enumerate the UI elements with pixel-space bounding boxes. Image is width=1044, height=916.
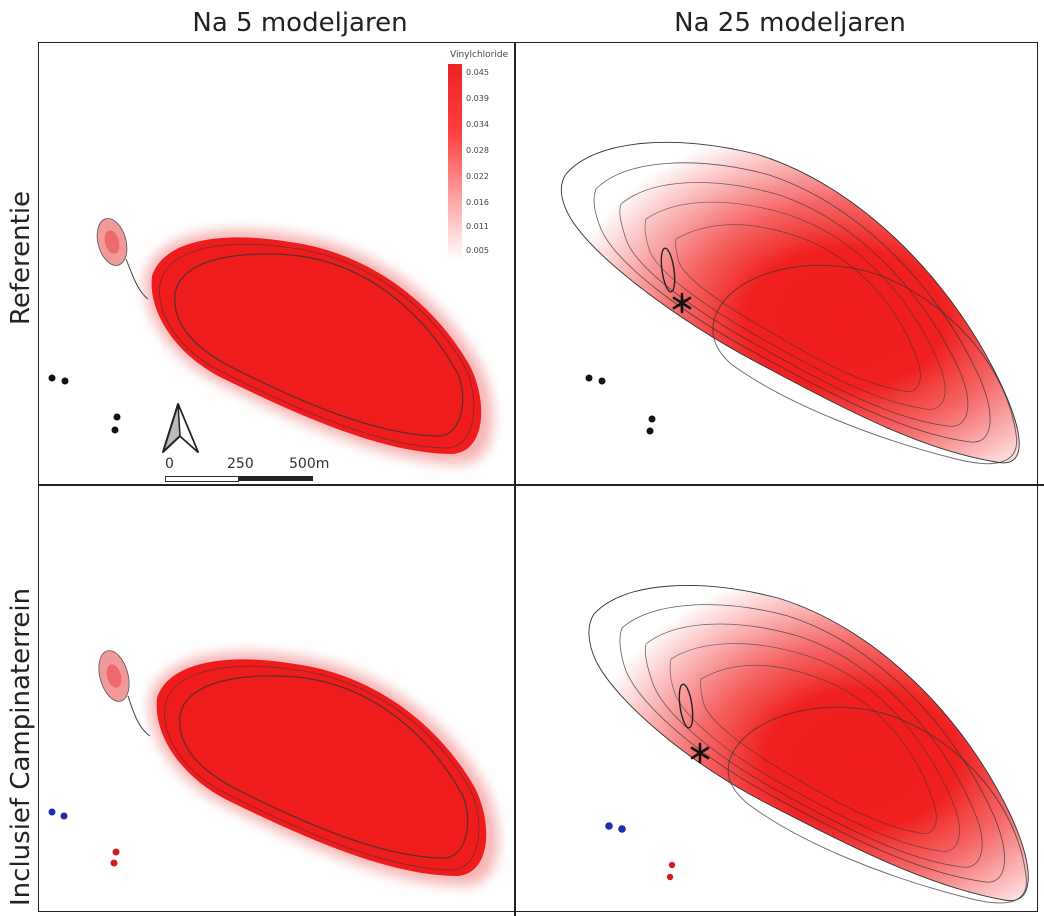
- map-panel-campinaterrein-5: [40, 486, 514, 914]
- well-markers-reference: [48, 374, 121, 434]
- scale-label-250: 250: [227, 456, 254, 472]
- plume-25-years: [588, 585, 1029, 904]
- map-panel-referentie-25: [516, 44, 1042, 484]
- well-markers-campinaterrein: [48, 808, 120, 867]
- legend-tick: 0.034: [466, 120, 489, 129]
- asterisk-marker-icon: [690, 742, 710, 764]
- row-title-referentie: Referentie: [6, 190, 36, 325]
- legend-tick: 0.022: [466, 172, 489, 181]
- grid-vertical-divider: [514, 42, 516, 916]
- plume-25-years: [560, 141, 1020, 465]
- grid-horizontal-divider: [38, 484, 1044, 486]
- column-title-5-years: Na 5 modeljaren: [192, 8, 408, 38]
- legend-color-bar: [448, 64, 462, 260]
- well-markers-reference: [585, 374, 656, 435]
- map-panel-campinaterrein-25: [516, 486, 1042, 914]
- scale-segment-white: [165, 476, 239, 482]
- legend-tick: 0.039: [466, 94, 489, 103]
- asterisk-marker-icon: [672, 292, 692, 314]
- plume-5-years: [98, 650, 499, 886]
- scale-segment-black: [239, 476, 313, 481]
- legend-tick: 0.028: [466, 146, 489, 155]
- legend-tick: 0.016: [466, 198, 489, 207]
- legend-title: Vinylchloride: [450, 50, 509, 60]
- legend-tick: 0.011: [466, 222, 489, 231]
- row-title-campinaterrein: Inclusief Campinaterrein: [6, 587, 36, 906]
- map-grid-frame: [38, 42, 1038, 912]
- scale-label-0: 0: [165, 456, 174, 472]
- north-arrow-icon: [162, 403, 199, 453]
- concentration-legend: Vinylchloride 0.045 0.039 0.034 0.028 0.…: [448, 50, 514, 260]
- legend-tick: 0.045: [466, 68, 489, 77]
- plume-5-years: [96, 218, 494, 464]
- scale-label-500m: 500m: [289, 456, 330, 472]
- legend-tick: 0.005: [466, 246, 489, 255]
- column-title-25-years: Na 25 modeljaren: [674, 8, 906, 38]
- well-markers-campinaterrein: [605, 822, 676, 881]
- map-panel-referentie-5: [40, 44, 514, 484]
